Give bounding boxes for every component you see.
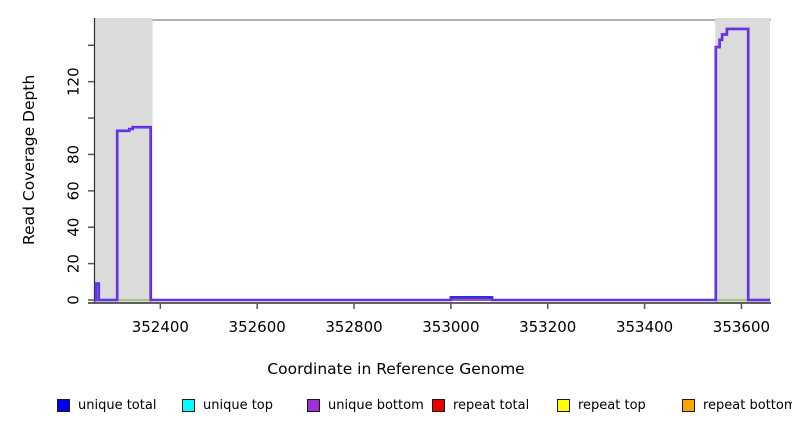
x-tick-label: 353400 <box>616 318 673 336</box>
y-tick-label: 80 <box>65 145 83 164</box>
legend-item-repeat-bottom: repeat bottom <box>682 398 792 413</box>
x-tick-label: 353000 <box>422 318 479 336</box>
y-axis-title: Read Coverage Depth <box>20 74 38 245</box>
repeat-total-swatch-icon <box>432 399 445 412</box>
x-tick-label: 352600 <box>229 318 286 336</box>
x-tick-label: 353200 <box>519 318 576 336</box>
unique-total-swatch-icon <box>57 399 70 412</box>
legend-label: repeat total <box>453 398 530 413</box>
highlight-region <box>94 18 153 303</box>
unique-bottom-swatch-icon <box>307 399 320 412</box>
repeat-top-swatch-icon <box>557 399 570 412</box>
legend-label: unique top <box>203 398 274 413</box>
legend-label: unique total <box>78 398 157 413</box>
legend: unique total unique top unique bottom re… <box>0 398 792 418</box>
unique-total-line <box>94 27 770 302</box>
legend-item-repeat-total: repeat total <box>432 398 529 413</box>
legend-item-unique-top: unique top <box>182 398 273 413</box>
x-tick-label: 352800 <box>325 318 382 336</box>
x-axis-title: Coordinate in Reference Genome <box>267 360 525 378</box>
legend-item-unique-bottom: unique bottom <box>307 398 424 413</box>
unique-bottom-line <box>94 28 770 301</box>
x-tick-label: 352400 <box>132 318 189 336</box>
x-tick-label: 353600 <box>713 318 770 336</box>
repeat-bottom-swatch-icon <box>682 399 695 412</box>
legend-item-unique-total: unique total <box>57 398 156 413</box>
y-tick-label: 0 <box>65 295 83 305</box>
legend-label: repeat bottom <box>703 398 792 413</box>
highlight-region <box>715 18 770 303</box>
legend-item-repeat-top: repeat top <box>557 398 646 413</box>
y-tick-label: 120 <box>65 67 83 96</box>
legend-label: unique bottom <box>328 398 424 413</box>
y-tick-label: 60 <box>65 181 83 200</box>
unique-top-swatch-icon <box>182 399 195 412</box>
y-tick-label: 40 <box>65 218 83 237</box>
legend-label: repeat top <box>578 398 646 413</box>
y-tick-label: 20 <box>65 254 83 273</box>
